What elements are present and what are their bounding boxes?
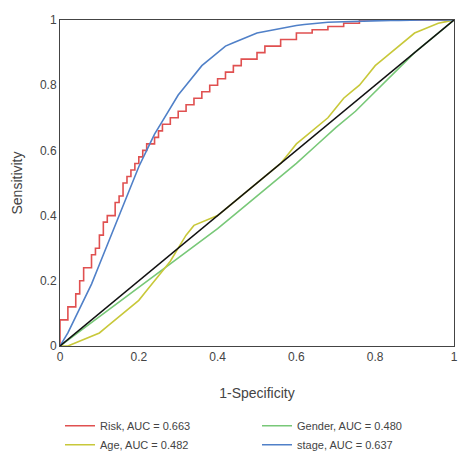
- svg-text:0.2: 0.2: [130, 350, 147, 364]
- svg-text:1-Specificity: 1-Specificity: [219, 385, 294, 401]
- svg-text:Sensitivity: Sensitivity: [9, 151, 25, 214]
- svg-text:Risk, AUC = 0.663: Risk, AUC = 0.663: [100, 420, 190, 432]
- svg-text:0.4: 0.4: [209, 350, 226, 364]
- svg-text:Age, AUC = 0.482: Age, AUC = 0.482: [100, 439, 188, 451]
- svg-text:0.8: 0.8: [40, 78, 57, 92]
- svg-text:1: 1: [50, 13, 57, 27]
- svg-text:0.2: 0.2: [40, 274, 57, 288]
- svg-text:0.6: 0.6: [40, 144, 57, 158]
- svg-text:1: 1: [451, 350, 458, 364]
- svg-text:0: 0: [50, 339, 57, 353]
- svg-text:0.8: 0.8: [367, 350, 384, 364]
- svg-text:0: 0: [57, 350, 64, 364]
- svg-text:Gender, AUC = 0.480: Gender, AUC = 0.480: [297, 420, 402, 432]
- svg-text:stage, AUC = 0.637: stage, AUC = 0.637: [297, 439, 393, 451]
- svg-text:0.6: 0.6: [288, 350, 305, 364]
- svg-text:0.4: 0.4: [40, 209, 57, 223]
